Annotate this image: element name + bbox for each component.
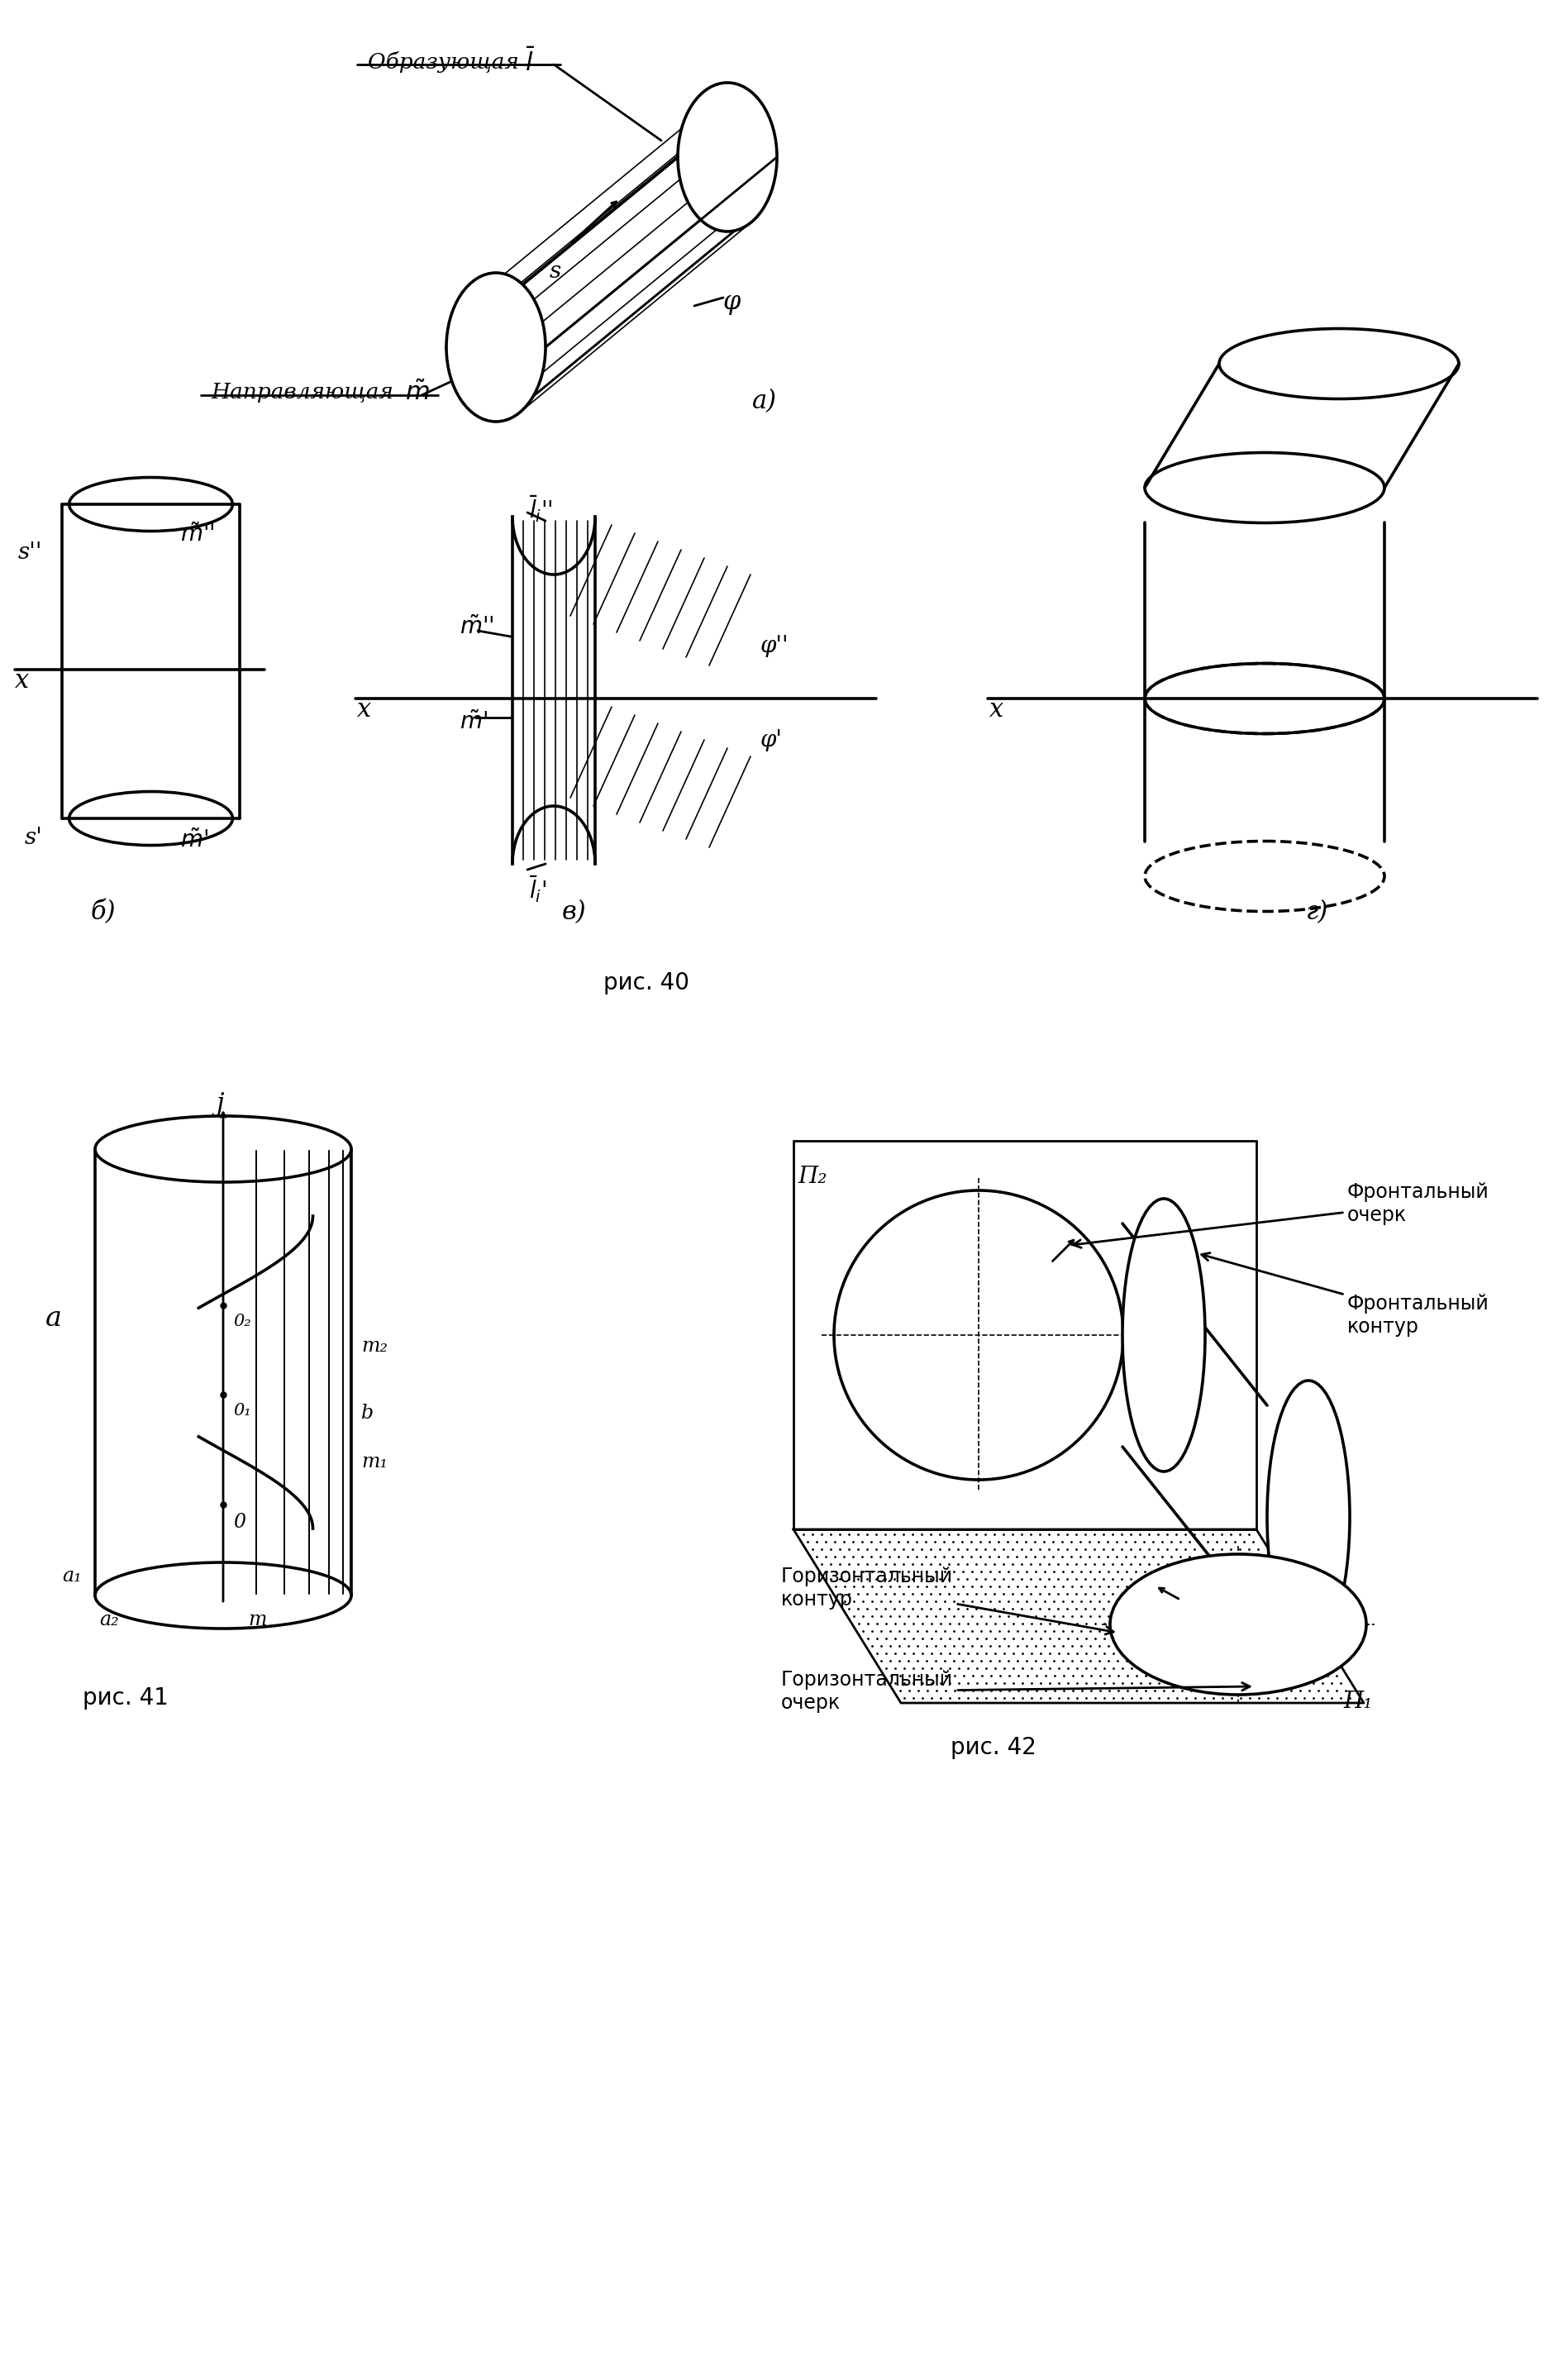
Text: x: x: [356, 697, 372, 724]
Text: Образующая: Образующая: [367, 52, 525, 74]
Text: 0₁: 0₁: [233, 1402, 252, 1418]
Text: Направляющая: Направляющая: [211, 381, 400, 402]
Text: φ': φ': [761, 728, 783, 752]
Text: в): в): [563, 900, 586, 926]
Text: x: x: [16, 669, 30, 693]
Text: φ'': φ'': [761, 635, 789, 657]
Text: Горизонтальный
очерк: Горизонтальный очерк: [782, 1671, 1250, 1714]
Text: b: b: [361, 1404, 374, 1423]
Text: Горизонтальный
контур: Горизонтальный контур: [782, 1566, 1113, 1635]
Text: 0₂: 0₂: [233, 1314, 252, 1330]
Text: $\tilde{m}$: $\tilde{m}$: [405, 381, 430, 407]
Ellipse shape: [1122, 1200, 1205, 1471]
Text: $\tilde{m}$': $\tilde{m}$': [180, 828, 208, 852]
Text: s'': s'': [19, 543, 42, 564]
Text: $\tilde{m}$': $\tilde{m}$': [460, 712, 488, 733]
Text: a₂: a₂: [98, 1611, 119, 1630]
Ellipse shape: [1268, 1380, 1350, 1654]
Text: j: j: [217, 1090, 225, 1116]
Text: Фронтальный
очерк: Фронтальный очерк: [1074, 1183, 1490, 1247]
Text: φ: φ: [724, 290, 741, 314]
Text: $\bar{l}$: $\bar{l}$: [525, 50, 535, 76]
Text: 0: 0: [233, 1514, 245, 1533]
Text: $\tilde{m}$'': $\tilde{m}$'': [460, 616, 494, 638]
Text: рис. 42: рис. 42: [950, 1735, 1036, 1759]
Text: $\tilde{m}$'': $\tilde{m}$'': [180, 524, 214, 545]
Text: $\bar{l}_i$'': $\bar{l}_i$'': [528, 495, 553, 524]
Text: $\bar{l}_i$': $\bar{l}_i$': [528, 873, 547, 904]
Text: б): б): [91, 900, 116, 926]
Text: рис. 40: рис. 40: [603, 971, 689, 995]
Ellipse shape: [447, 274, 545, 421]
Text: а): а): [752, 388, 777, 414]
Text: m₁: m₁: [361, 1452, 388, 1471]
Text: П₁: П₁: [1343, 1690, 1372, 1714]
Text: m: m: [249, 1611, 266, 1630]
Text: x: x: [989, 697, 1003, 724]
Ellipse shape: [678, 83, 777, 231]
Text: рис. 41: рис. 41: [83, 1687, 169, 1709]
Text: s: s: [550, 259, 561, 283]
Text: г): г): [1307, 900, 1329, 926]
Text: a: a: [45, 1304, 63, 1333]
Text: a₁: a₁: [63, 1566, 81, 1585]
Text: m₂: m₂: [361, 1338, 388, 1357]
Ellipse shape: [1110, 1554, 1366, 1695]
Text: П₂: П₂: [797, 1166, 827, 1188]
Text: Фронтальный
контур: Фронтальный контур: [1202, 1252, 1490, 1338]
Text: s': s': [25, 826, 42, 850]
